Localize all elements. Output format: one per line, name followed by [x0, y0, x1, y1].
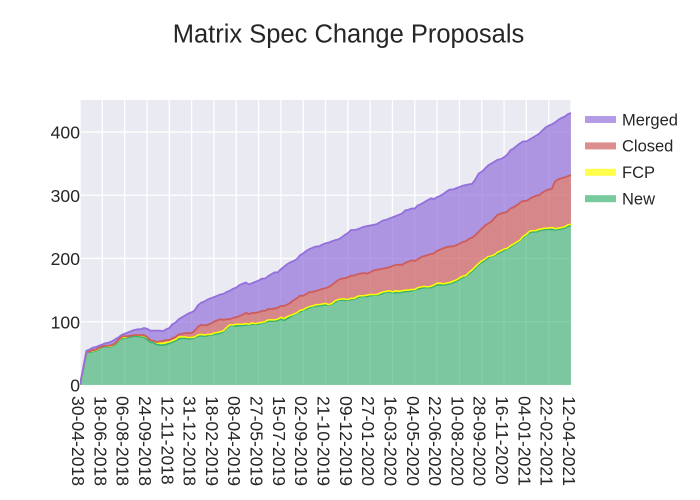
svg-text:22-06-2020: 22-06-2020	[425, 396, 445, 486]
svg-text:22-02-2021: 22-02-2021	[537, 396, 557, 486]
svg-text:16-11-2020: 16-11-2020	[492, 396, 512, 485]
svg-text:04-05-2020: 04-05-2020	[403, 396, 423, 486]
svg-text:Merged: Merged	[622, 111, 678, 129]
svg-text:31-12-2018: 31-12-2018	[180, 396, 200, 486]
svg-text:18-06-2018: 18-06-2018	[90, 396, 110, 486]
svg-text:0: 0	[70, 376, 80, 396]
svg-text:12-04-2021: 12-04-2021	[559, 396, 579, 486]
svg-text:300: 300	[51, 186, 81, 206]
svg-text:400: 400	[51, 123, 81, 143]
svg-text:15-07-2019: 15-07-2019	[269, 396, 289, 486]
svg-text:09-12-2019: 09-12-2019	[336, 396, 356, 486]
svg-text:30-04-2018: 30-04-2018	[68, 396, 88, 486]
svg-text:Matrix Spec Change Proposals: Matrix Spec Change Proposals	[173, 21, 525, 49]
svg-text:02-09-2019: 02-09-2019	[291, 396, 311, 486]
svg-text:27-01-2020: 27-01-2020	[358, 396, 378, 486]
svg-text:04-01-2021: 04-01-2021	[514, 396, 534, 486]
svg-text:27-05-2019: 27-05-2019	[247, 396, 267, 486]
svg-text:200: 200	[51, 249, 81, 269]
svg-text:10-08-2020: 10-08-2020	[447, 396, 467, 486]
svg-text:24-09-2018: 24-09-2018	[135, 396, 155, 486]
svg-text:New: New	[622, 191, 655, 209]
svg-text:Closed: Closed	[622, 138, 673, 156]
svg-text:FCP: FCP	[622, 164, 655, 182]
svg-text:16-03-2020: 16-03-2020	[380, 396, 400, 486]
svg-text:12-11-2018: 12-11-2018	[157, 396, 177, 485]
svg-text:21-10-2019: 21-10-2019	[314, 396, 334, 486]
svg-text:28-09-2020: 28-09-2020	[470, 396, 490, 486]
svg-text:18-02-2019: 18-02-2019	[202, 396, 222, 486]
svg-text:08-04-2019: 08-04-2019	[224, 396, 244, 486]
svg-text:100: 100	[51, 312, 81, 332]
svg-text:06-08-2018: 06-08-2018	[113, 396, 133, 486]
